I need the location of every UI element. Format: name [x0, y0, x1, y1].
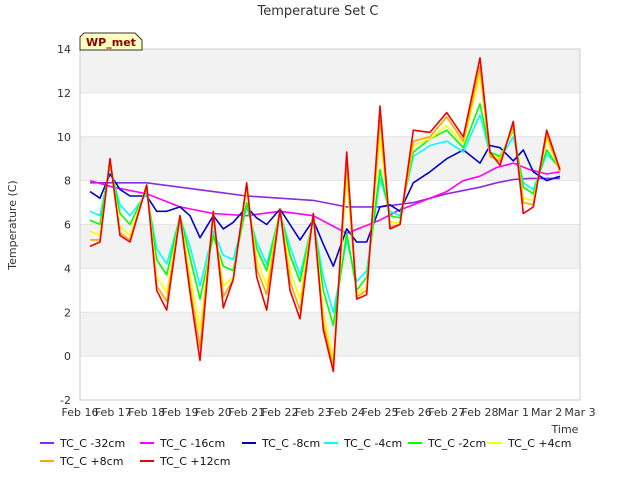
- legend-label: TC_C +12cm: [159, 455, 230, 468]
- x-tick-label: Feb 19: [162, 406, 199, 419]
- series-line: [90, 177, 560, 208]
- x-tick-label: Feb 21: [228, 406, 265, 419]
- series-line: [89, 56, 561, 373]
- x-tick-label: Feb 23: [295, 406, 332, 419]
- x-tick-label: Feb 22: [262, 406, 299, 419]
- legend-label: TC_C +4cm: [507, 437, 571, 450]
- x-tick-label: Feb 17: [95, 406, 132, 419]
- x-tick-label: Feb 20: [195, 406, 232, 419]
- x-tick-label: Feb 27: [428, 406, 465, 419]
- y-tick-label: -2: [60, 394, 71, 407]
- grid-band: [80, 49, 580, 93]
- grid-band: [80, 224, 580, 269]
- x-tick-label: Feb 25: [362, 406, 399, 419]
- y-tick-label: 4: [64, 262, 71, 275]
- y-tick-label: 6: [64, 219, 71, 232]
- grid-band: [80, 136, 580, 181]
- x-tick-label: Feb 18: [128, 406, 165, 419]
- x-axis-label: Time: [551, 423, 579, 436]
- legend-label: TC_C -16cm: [159, 437, 225, 450]
- x-tick-label: Mar 1: [498, 406, 529, 419]
- y-axis-ticks: -2 0 2 4 6 8 10 12 14: [57, 43, 71, 407]
- legend-label: TC_C -2cm: [427, 437, 486, 450]
- plot-frame: [79, 48, 581, 401]
- chart-title: Temperature Set C: [256, 4, 378, 19]
- y-tick-label: 10: [57, 131, 71, 144]
- legend-label: TC_C -4cm: [343, 437, 402, 450]
- y-tick-label: 0: [64, 350, 71, 363]
- x-tick-label: Mar 2: [531, 406, 562, 419]
- y-tick-label: 12: [57, 87, 71, 100]
- legend-label: TC_C -32cm: [59, 437, 125, 450]
- x-tick-label: Feb 28: [462, 406, 499, 419]
- wp-met-badge: WP_met: [79, 32, 143, 51]
- legend-label: TC_C +8cm: [59, 455, 123, 468]
- y-tick-label: 8: [64, 175, 71, 188]
- y-tick-label: 14: [57, 43, 71, 56]
- series-lines: [89, 56, 561, 373]
- x-tick-label: Feb 16: [62, 406, 99, 419]
- x-tick-label: Mar 3: [564, 406, 595, 419]
- legend: TC_C -32cm TC_C -16cm TC_C -8cm TC_C -4cm TC…: [40, 437, 571, 468]
- y-tick-label: 2: [64, 306, 71, 319]
- x-tick-label: Feb 24: [328, 406, 365, 419]
- badge-label: WP_met: [86, 36, 136, 49]
- x-tick-label: Feb 26: [395, 406, 432, 419]
- legend-label: TC_C -8cm: [261, 437, 320, 450]
- y-axis-label: Temperature (C): [6, 180, 19, 270]
- grid-band: [80, 312, 580, 357]
